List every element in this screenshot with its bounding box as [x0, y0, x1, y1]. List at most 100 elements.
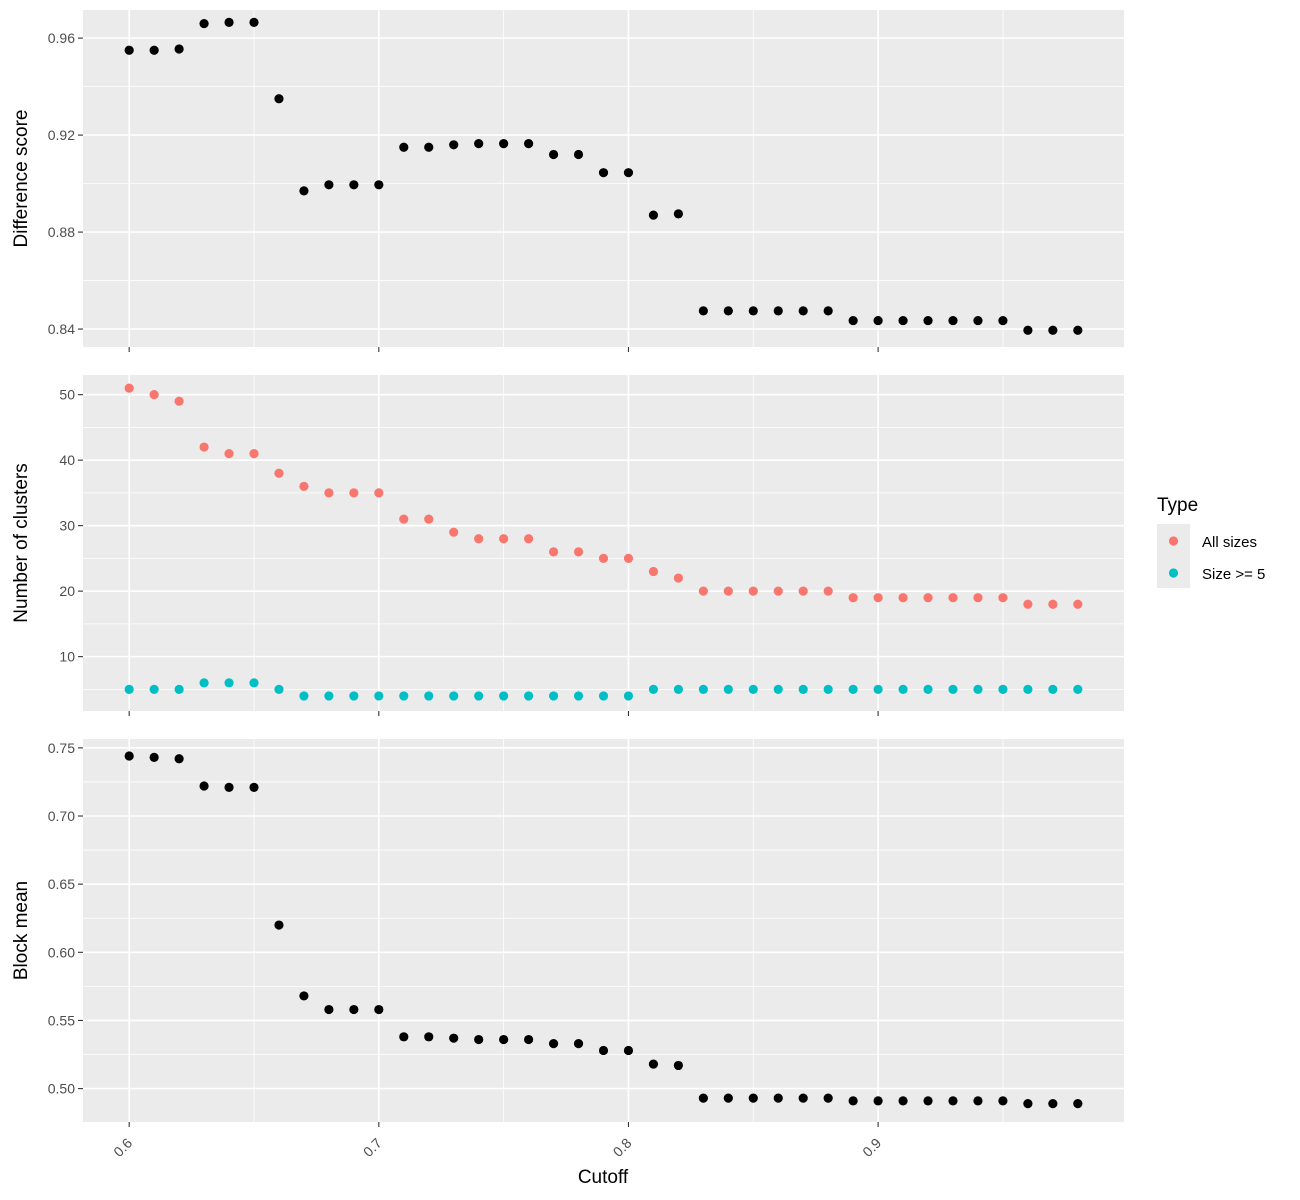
data-point [873, 684, 883, 694]
data-point [349, 691, 359, 701]
data-point [449, 691, 459, 701]
data-point [698, 586, 708, 596]
data-point [573, 547, 584, 557]
data-point [1023, 1098, 1033, 1109]
data-point [499, 1034, 509, 1045]
data-point [648, 210, 659, 220]
y-tick-label: 0.75 [48, 740, 75, 756]
y-tick-label: 0.96 [48, 30, 75, 46]
y-tick-label: 0.88 [48, 224, 75, 240]
data-point [324, 180, 334, 190]
data-point [374, 691, 384, 701]
data-point [798, 1093, 808, 1103]
data-point [1073, 684, 1083, 694]
y-tick-label: 10 [59, 649, 75, 665]
data-point [848, 315, 858, 326]
data-point [424, 691, 434, 701]
data-point [174, 684, 184, 694]
data-point [848, 1096, 858, 1106]
data-point [748, 1093, 758, 1103]
data-point [324, 1004, 334, 1015]
data-point [748, 586, 758, 596]
data-point [124, 751, 134, 761]
data-point [773, 586, 783, 596]
data-point [948, 1096, 958, 1106]
data-point [798, 306, 808, 316]
data-point [673, 684, 683, 694]
data-point [224, 678, 234, 688]
y-axis-title: Number of clusters [11, 463, 32, 622]
panel-background [83, 10, 1124, 347]
data-point [723, 684, 733, 694]
data-point [349, 488, 359, 498]
y-tick-label: 50 [59, 387, 75, 403]
data-point [623, 1045, 634, 1056]
data-point [948, 315, 958, 326]
data-point [623, 553, 634, 563]
data-point [673, 1060, 683, 1071]
data-point [773, 1093, 783, 1103]
data-point [1023, 325, 1033, 335]
data-point [698, 306, 708, 316]
data-point [449, 527, 459, 537]
data-point [973, 593, 983, 603]
data-point [748, 684, 758, 694]
panel-background [83, 375, 1124, 711]
data-point [274, 468, 284, 478]
legend-swatch [1168, 536, 1179, 546]
data-point [548, 691, 559, 701]
data-point [723, 1093, 733, 1103]
data-point [374, 1004, 384, 1015]
data-point [349, 180, 359, 190]
data-point [449, 140, 459, 150]
data-point [548, 149, 559, 160]
data-point [324, 488, 334, 498]
data-point [524, 1034, 534, 1045]
y-tick-label: 0.84 [48, 321, 75, 337]
data-point [898, 593, 908, 603]
data-point [424, 1032, 434, 1042]
data-point [149, 684, 159, 694]
data-point [823, 1093, 833, 1103]
panel-2: 10 20 30 40 50 Number of clusters [11, 375, 1124, 716]
data-point [1023, 599, 1033, 609]
data-point [573, 149, 584, 160]
data-point [1048, 325, 1058, 335]
panel-1: 0.84 0.88 0.92 0.96 Difference score [11, 10, 1124, 352]
data-point [623, 691, 634, 701]
data-point [673, 209, 683, 219]
data-point [798, 586, 808, 596]
data-point [199, 442, 209, 452]
data-point [274, 684, 284, 694]
data-point [698, 1093, 708, 1103]
data-point [399, 142, 409, 152]
y-tick-label: 0.65 [48, 876, 75, 892]
data-point [249, 678, 259, 688]
data-point [1048, 599, 1058, 609]
y-tick-label: 0.50 [48, 1081, 75, 1097]
data-point [598, 1045, 609, 1056]
panel-background [83, 739, 1124, 1122]
data-point [973, 315, 983, 326]
data-point [548, 547, 559, 557]
data-point [224, 448, 234, 459]
y-axis-title: Block mean [11, 881, 32, 980]
data-point [274, 920, 284, 930]
data-point [548, 1039, 559, 1049]
legend-label: Size >= 5 [1202, 566, 1265, 583]
data-point [199, 678, 209, 688]
data-point [374, 488, 384, 498]
data-point [474, 1034, 484, 1045]
data-point [773, 684, 783, 694]
data-point [898, 1096, 908, 1106]
legend-title: Type [1157, 495, 1198, 516]
data-point [648, 566, 659, 577]
data-point [773, 306, 783, 316]
data-point [698, 684, 708, 694]
data-point [124, 383, 134, 393]
data-point [598, 168, 609, 178]
data-point [399, 691, 409, 701]
data-point [124, 45, 134, 55]
data-point [1023, 684, 1033, 694]
data-point [948, 593, 958, 603]
